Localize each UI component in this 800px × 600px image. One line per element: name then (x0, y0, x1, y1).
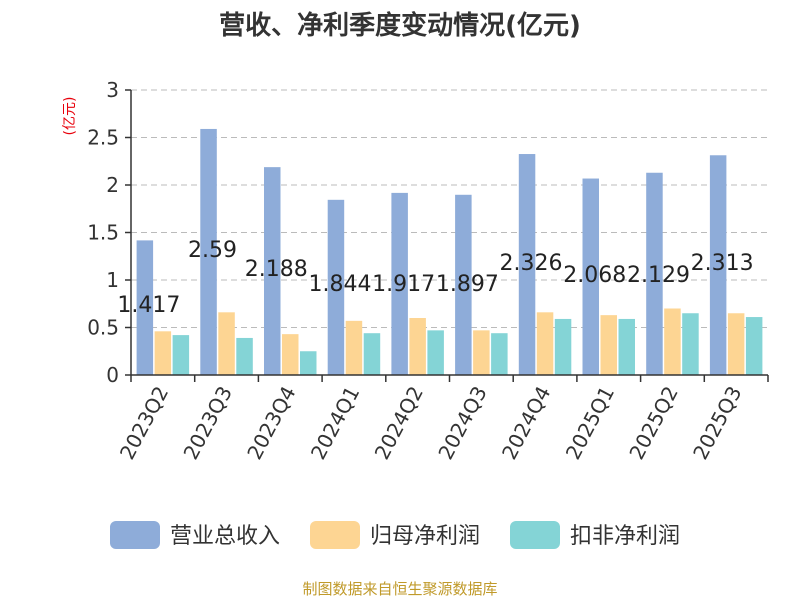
bar-revenue (582, 178, 599, 375)
y-tick-label: 2 (106, 173, 119, 197)
x-tick-label: 2025Q2 (624, 382, 682, 463)
legend-item-net-profit[interactable]: 归母净利润 (310, 521, 480, 549)
legend-item-revenue[interactable]: 营业总收入 (110, 521, 280, 549)
bars (136, 128, 763, 375)
bar-revenue (136, 240, 154, 375)
bar-revenue (264, 167, 281, 375)
bar-net-profit (664, 308, 681, 375)
y-unit-label: (亿元) (62, 97, 78, 136)
x-tick-label: 2024Q3 (433, 382, 491, 463)
bar-net-profit (409, 318, 426, 375)
bar-net-profit (218, 312, 235, 375)
data-label: 2.188 (245, 257, 308, 282)
chart-title: 营收、净利季度变动情况(亿元) (219, 10, 581, 41)
legend-label: 营业总收入 (170, 524, 280, 549)
x-tick-label: 2024Q1 (306, 382, 364, 463)
bar-deducted-profit (363, 333, 381, 375)
bar-deducted-profit (745, 317, 763, 375)
y-tick-label: 1.5 (87, 221, 119, 245)
x-tick-label: 2025Q3 (688, 382, 746, 463)
bar-net-profit (536, 312, 554, 375)
bar-net-profit (727, 313, 745, 375)
bar-net-profit (473, 330, 490, 375)
data-label: 2.068 (563, 263, 626, 288)
bar-deducted-profit (236, 337, 253, 375)
x-tick-label: 2024Q2 (370, 382, 428, 463)
bar-deducted-profit (618, 318, 635, 375)
bar-deducted-profit (491, 333, 508, 375)
legend-item-deducted-profit[interactable]: 扣非净利润 (510, 521, 680, 549)
x-tick-label: 2023Q2 (115, 382, 173, 463)
bar-deducted-profit (682, 313, 699, 375)
data-label: 2.313 (691, 251, 754, 276)
bar-revenue (709, 155, 727, 375)
data-label: 2.326 (500, 251, 563, 276)
bar-revenue (327, 199, 345, 375)
y-tick-label: 0 (106, 363, 119, 387)
y-tick-label: 3 (106, 78, 119, 102)
bar-deducted-profit (427, 330, 444, 375)
y-tick-label: 1 (106, 268, 119, 292)
bar-deducted-profit (554, 318, 572, 375)
data-label: 1.417 (117, 293, 180, 318)
data-label: 1.897 (436, 272, 499, 297)
bar-revenue (200, 128, 217, 375)
x-tick-label: 2023Q3 (179, 382, 237, 463)
bar-revenue (455, 194, 472, 375)
x-tick-label: 2025Q1 (561, 382, 619, 463)
bar-revenue (646, 172, 663, 375)
y-tick-label: 2.5 (87, 126, 119, 150)
bar-net-profit (600, 315, 617, 375)
legend-label: 归母净利润 (370, 524, 480, 549)
bar-net-profit (345, 320, 363, 375)
data-label: 2.59 (188, 238, 237, 263)
bar-deducted-profit (300, 351, 317, 375)
bar-net-profit (154, 331, 172, 375)
source-footer: 制图数据来自恒生聚源数据库 (302, 580, 497, 598)
legend[interactable]: 营业总收入 归母净利润 扣非净利润 (110, 521, 680, 549)
bar-revenue (518, 154, 536, 375)
data-label: 1.844 (308, 272, 371, 297)
data-label: 2.129 (627, 263, 690, 288)
data-label: 1.917 (372, 272, 435, 297)
legend-swatch (510, 521, 560, 549)
legend-swatch (310, 521, 360, 549)
bar-net-profit (282, 334, 299, 375)
legend-swatch (110, 521, 160, 549)
bar-revenue (391, 192, 408, 375)
legend-label: 扣非净利润 (570, 524, 680, 549)
y-tick-label: 0.5 (87, 316, 119, 340)
bar-deducted-profit (172, 335, 190, 375)
x-tick-label: 2024Q4 (497, 382, 555, 463)
x-tick-label: 2023Q4 (242, 382, 300, 463)
